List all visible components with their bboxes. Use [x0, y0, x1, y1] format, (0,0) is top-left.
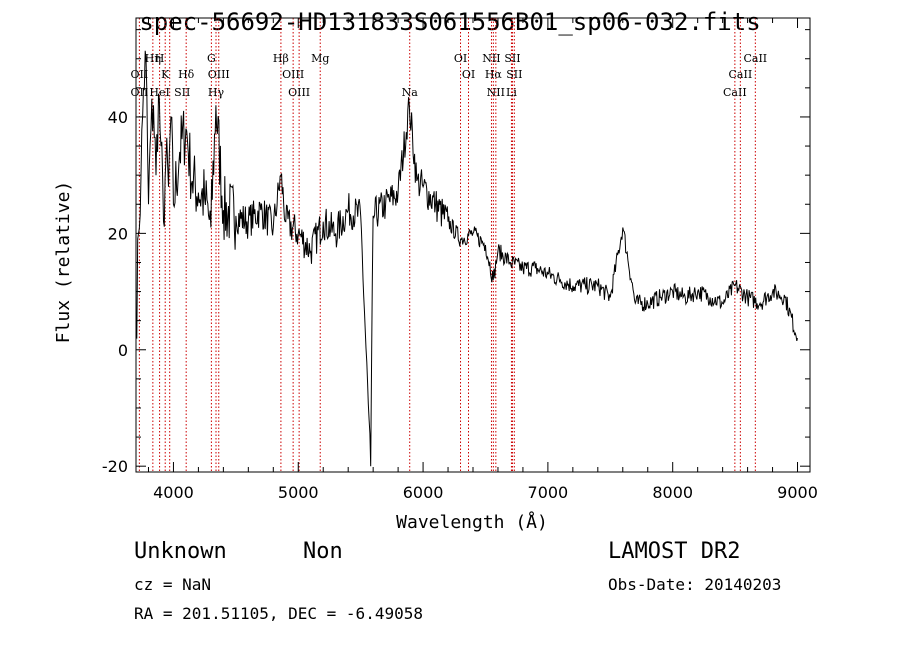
emission-line-label: SII — [174, 86, 190, 99]
emission-line-label: K — [161, 68, 170, 81]
emission-line-label: Hγ — [208, 86, 225, 99]
emission-line-label: Hβ — [273, 52, 289, 65]
spectrum-series — [136, 50, 798, 467]
emission-line-label: OIII — [288, 86, 310, 99]
y-tick-label: 20 — [108, 224, 128, 243]
y-tick-label: 0 — [118, 341, 128, 360]
emission-line-label: NII — [482, 52, 500, 65]
emission-line-label: CaII — [729, 68, 753, 81]
emission-line-label: OI — [462, 68, 475, 81]
x-tick-label: 7000 — [528, 483, 569, 502]
emission-line-label: G — [207, 52, 216, 65]
emission-line-markers — [138, 18, 756, 472]
object-class: Unknown — [134, 539, 227, 564]
x-tick-label: 6000 — [403, 483, 444, 502]
emission-line-label: SII — [506, 68, 522, 81]
emission-line-label: Li — [506, 86, 517, 99]
emission-line-label: CaII — [743, 52, 767, 65]
emission-line-label: H — [155, 52, 165, 65]
chart-title: spec-56692-HD131833S061556B01_sp06-032.f… — [139, 8, 761, 36]
axes-frame — [135, 17, 811, 473]
y-tick-label: -20 — [102, 457, 128, 476]
emission-line-label: NII — [487, 86, 505, 99]
emission-line-label: HeI — [149, 86, 169, 99]
emission-line-label: OII — [131, 68, 149, 81]
emission-line-label: OI — [454, 52, 467, 65]
plot-frame — [135, 17, 811, 473]
y-tick-label: 40 — [108, 108, 128, 127]
emission-line-label: Mg — [311, 52, 329, 65]
y-axis-label: Flux (relative) — [53, 181, 74, 344]
emission-line-label: SII — [504, 52, 520, 65]
x-tick-label: 9000 — [777, 483, 818, 502]
observation-date: Obs-Date: 20140203 — [608, 575, 782, 594]
x-tick-label: 4000 — [153, 483, 194, 502]
object-subclass: Non — [303, 539, 343, 564]
redshift-text: cz = NaN — [134, 575, 212, 594]
x-tick-label: 8000 — [652, 483, 693, 502]
survey-name: LAMOST DR2 — [608, 539, 741, 564]
emission-line-label: Hα — [485, 68, 503, 81]
emission-line-label: OIII — [282, 68, 304, 81]
emission-line-label: OIII — [208, 68, 230, 81]
emission-line-label: CaII — [723, 86, 747, 99]
axis-ticks: 4000 5000 6000 7000 8000 9000 -20 0 20 40 — [102, 18, 818, 502]
coordinates-text: RA = 201.51105, DEC = -6.49058 — [134, 604, 423, 623]
emission-line-label: Hδ — [178, 68, 195, 81]
emission-line-label: Na — [402, 86, 419, 99]
x-axis-label: Wavelength (Å) — [396, 511, 548, 533]
x-tick-label: 5000 — [278, 483, 319, 502]
spectrum-line — [136, 50, 798, 467]
emission-line-label: Hη — [145, 52, 161, 65]
